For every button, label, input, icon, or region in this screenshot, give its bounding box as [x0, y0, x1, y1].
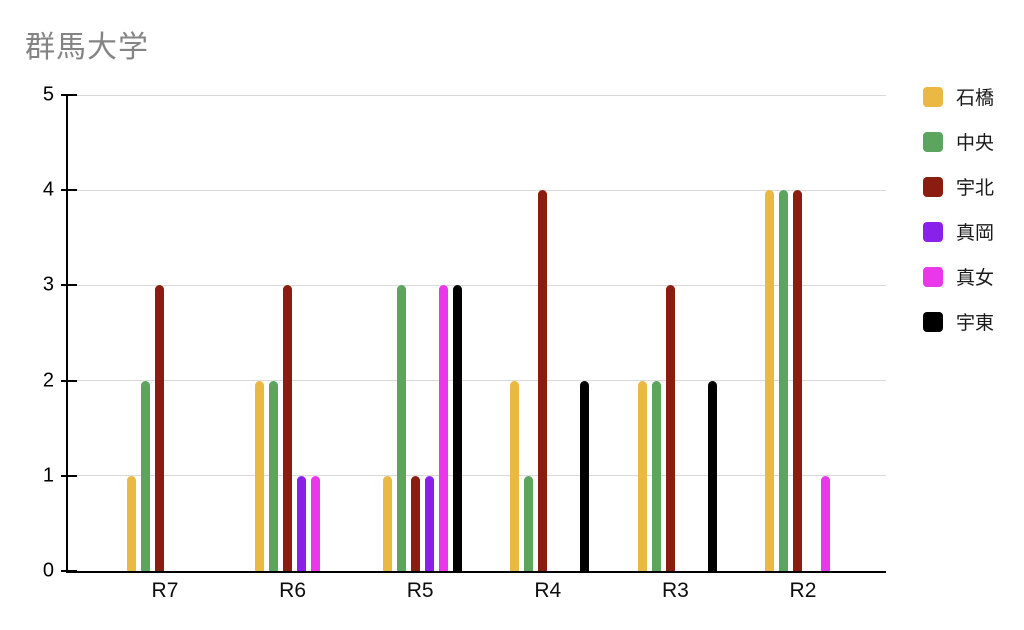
legend-item-4: 真女 [923, 263, 994, 290]
y-tick-label: 4 [42, 178, 54, 201]
legend-label: 真岡 [956, 223, 995, 244]
plot-area: 0 1 2 3 4 5 [43, 84, 886, 582]
bar-s1-r4 [524, 475, 534, 571]
bar-s2-r2 [793, 190, 803, 571]
legend-label: 宇北 [956, 178, 995, 199]
chart-title: 群馬大学 [25, 31, 149, 64]
bar-s1-r2 [779, 190, 789, 571]
bar-s0-r5 [382, 475, 392, 571]
bar-s3-r6 [297, 475, 307, 571]
bar-group-r6 [231, 95, 359, 571]
y-axis-tick [61, 379, 77, 382]
x-tick-label-r3: R3 [661, 579, 689, 602]
x-tick-label-r2: R2 [789, 579, 817, 602]
legend-label: 石橋 [956, 88, 995, 109]
bar-s2-r3 [665, 285, 675, 571]
bar-s5-r5 [452, 285, 462, 571]
legend-swatch-icon [923, 221, 943, 242]
gridline [68, 284, 886, 286]
bar-group-r3 [614, 95, 742, 571]
bar-group-r4 [486, 95, 614, 571]
y-axis-tick [61, 189, 77, 192]
legend-label: 真女 [956, 268, 995, 289]
legend-item-0: 石橋 [923, 83, 994, 110]
x-tick-label-r4: R4 [534, 579, 562, 602]
bar-s5-r4 [580, 380, 590, 571]
gridline [68, 189, 886, 191]
x-tick-label-r7: R7 [151, 579, 179, 602]
bar-s2-r7 [155, 285, 165, 571]
legend-swatch-icon [923, 86, 943, 107]
legend-item-2: 宇北 [923, 173, 994, 200]
legend-swatch-icon [923, 131, 943, 152]
bar-s1-r6 [269, 380, 279, 571]
legend: 石橋中央宇北真岡真女宇東 [923, 83, 994, 335]
bar-s4-r2 [821, 475, 831, 571]
bar-group-r2 [741, 95, 869, 571]
legend-label: 中央 [956, 133, 995, 154]
bar-s3-r5 [424, 475, 434, 571]
y-axis-tick [61, 284, 77, 287]
bar-s0-r4 [510, 380, 520, 571]
gridline [68, 94, 886, 96]
legend-item-3: 真岡 [923, 218, 994, 245]
legend-swatch-icon [923, 266, 943, 287]
bar-s2-r5 [410, 475, 420, 571]
legend-swatch-icon [923, 311, 943, 332]
bar-s1-r7 [141, 380, 151, 571]
y-tick-label: 2 [42, 369, 54, 392]
bar-s0-r6 [255, 380, 265, 571]
bar-group-r7 [103, 95, 231, 571]
bar-s1-r3 [651, 380, 661, 571]
legend-swatch-icon [923, 176, 943, 197]
y-axis-tick [61, 94, 77, 96]
y-tick-label: 1 [42, 464, 54, 487]
bar-s0-r2 [765, 190, 775, 571]
x-axis: R7 R6 R5 R4 R3 R2 [66, 579, 886, 605]
legend-item-1: 中央 [923, 128, 994, 155]
y-tick-label: 3 [42, 273, 54, 296]
bar-s0-r3 [637, 380, 647, 571]
bar-s5-r3 [707, 380, 717, 571]
y-tick-label: 0 [42, 559, 54, 582]
bar-group-r5 [358, 95, 486, 571]
bar-s1-r5 [396, 285, 406, 571]
bar-s2-r4 [538, 190, 548, 571]
bar-s4-r5 [438, 285, 448, 571]
bar-s0-r7 [127, 475, 137, 571]
x-tick-label-r6: R6 [279, 579, 307, 602]
bar-s2-r6 [283, 285, 293, 571]
y-axis-tick [61, 570, 77, 572]
y-axis-tick [61, 474, 77, 477]
x-tick-label-r5: R5 [406, 579, 434, 602]
legend-label: 宇東 [956, 313, 995, 334]
legend-item-5: 宇東 [923, 308, 994, 335]
y-tick-label: 5 [42, 83, 54, 106]
gridline [68, 380, 886, 382]
gridline [68, 475, 886, 477]
bar-s4-r6 [311, 475, 321, 571]
